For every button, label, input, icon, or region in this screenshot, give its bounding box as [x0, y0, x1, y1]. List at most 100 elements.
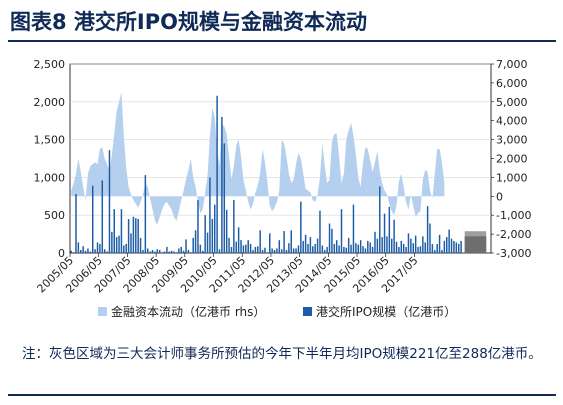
ipo-bar: [388, 206, 391, 253]
ipo-bar: [218, 249, 221, 253]
ipo-bar: [173, 251, 175, 253]
ipo-bar: [80, 249, 82, 253]
ipo-bar: [264, 247, 266, 253]
footnote: 注：灰色区域为三大会计师事务所预估的今年下半年月均IPO规模221亿至288亿港…: [22, 346, 542, 362]
ipo-bar: [149, 251, 151, 253]
ipo-bar: [333, 243, 336, 253]
ipo-bar: [106, 251, 108, 253]
ipo-bar: [276, 248, 278, 253]
ipo-bar: [175, 252, 178, 253]
ipo-bar: [213, 204, 216, 253]
ipo-bar: [283, 231, 285, 253]
ipo-bar: [343, 246, 345, 253]
ipo-bar: [125, 243, 127, 253]
ipo-bar: [130, 233, 132, 253]
ipo-bar: [235, 241, 237, 253]
ipo-bar: [300, 201, 302, 253]
ipo-bar: [192, 237, 194, 253]
ipo-bar: [115, 237, 118, 253]
ipo-bar: [443, 240, 446, 253]
y-right-tick-label: 7,000: [496, 58, 528, 71]
y-left-tick-label: 1,000: [34, 171, 66, 184]
ipo-bar: [369, 242, 371, 253]
ipo-bar: [321, 245, 324, 253]
y-left-tick-label: 0: [58, 247, 65, 260]
ipo-bar: [412, 243, 414, 253]
ipo-bar: [278, 240, 281, 253]
ipo-bar: [288, 243, 290, 253]
ipo-bar: [77, 242, 80, 253]
ipo-bar: [257, 246, 259, 253]
legend-swatch-ipo: [303, 307, 312, 316]
ipo-bar: [364, 248, 367, 253]
chart-title: 图表8 港交所IPO规模与金融资本流动: [10, 10, 367, 34]
ipo-bar: [347, 237, 350, 253]
ipo-bar: [398, 246, 400, 253]
ipo-bar: [197, 200, 199, 253]
ipo-bar: [154, 251, 156, 253]
ipo-bar: [158, 249, 161, 253]
ipo-bar: [261, 249, 264, 253]
ipo-bar: [335, 240, 338, 253]
ipo-bar: [426, 206, 429, 253]
ipo-bar: [185, 239, 187, 253]
bottom-divider: [8, 394, 556, 396]
ipo-bar: [417, 246, 419, 253]
forecast-band: [464, 231, 487, 253]
ipo-bar: [362, 246, 364, 253]
ipo-bar: [268, 233, 271, 253]
ipo-bar: [178, 248, 180, 253]
y-right-tick-label: -3,000: [496, 247, 531, 260]
ipo-bar: [163, 251, 166, 253]
capital-flow-area: [71, 92, 445, 225]
ipo-bar: [371, 246, 374, 253]
ipo-bar: [123, 245, 125, 253]
ipo-bar: [199, 244, 202, 253]
ipo-bar: [374, 231, 376, 253]
ipo-bar: [292, 248, 295, 253]
ipo-bar: [187, 249, 190, 253]
ipo-bar: [352, 204, 355, 253]
ipo-bar: [252, 249, 254, 253]
ipo-bar: [82, 246, 84, 253]
ipo-bar: [273, 249, 276, 253]
capital-flow-area-series: [71, 92, 445, 225]
ipo-bar: [324, 249, 326, 253]
ipo-bar: [245, 244, 247, 253]
ipo-bar: [137, 218, 139, 253]
y-left-tick-label: 2,500: [34, 58, 66, 71]
ipo-bar: [390, 238, 393, 253]
ipo-bar: [424, 242, 426, 253]
ipo-bar: [386, 236, 388, 253]
ipo-bar: [113, 209, 115, 253]
y-right-tick-label: -1,000: [496, 209, 531, 222]
ipo-bar: [314, 243, 316, 253]
ipo-bar: [350, 244, 352, 253]
ipo-bar: [355, 243, 357, 253]
ipo-bar: [144, 175, 147, 253]
ipo-bar: [166, 246, 168, 253]
ipo-bar: [168, 251, 171, 253]
y-right-tick-label: 5,000: [496, 96, 528, 109]
ipo-bar: [156, 249, 159, 253]
legend-swatch-capital-flow: [98, 307, 107, 316]
ipo-bar: [135, 218, 137, 253]
ipo-bar: [223, 143, 226, 253]
legend-label-capital-flow: 金融资本流动（亿港币 rhs）: [111, 304, 265, 319]
ipo-bar: [211, 218, 214, 253]
ipo-bar: [338, 245, 340, 253]
ipo-bar: [230, 246, 233, 253]
ipo-bar: [118, 235, 120, 253]
ipo-bar: [94, 249, 96, 253]
ipo-bar: [266, 252, 269, 253]
y-right-tick-label: 1,000: [496, 171, 528, 184]
ipo-bar: [233, 200, 235, 253]
ipo-bar: [431, 243, 434, 253]
ipo-bar: [228, 237, 230, 253]
ipo-bar: [180, 246, 182, 253]
ipo-bar: [295, 248, 297, 253]
ipo-bar: [340, 209, 343, 253]
ipo-bar: [108, 150, 111, 253]
ipo-bar: [419, 246, 422, 253]
ipo-bar: [209, 177, 211, 253]
